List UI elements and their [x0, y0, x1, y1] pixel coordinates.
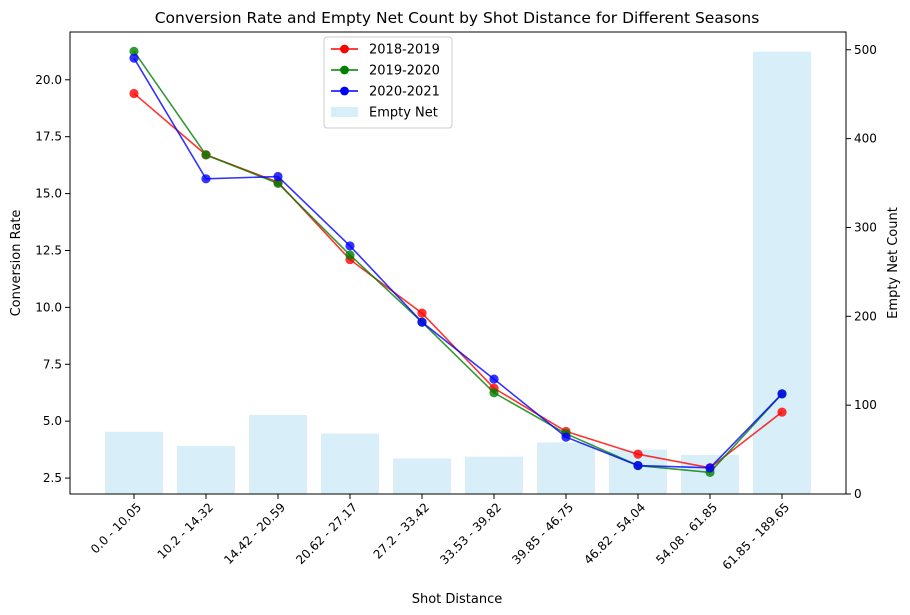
empty-net-bar	[177, 446, 235, 494]
y-right-tick-label: 400	[854, 132, 877, 146]
series-point	[705, 463, 715, 473]
y-axis-left-label: Conversion Rate	[9, 210, 24, 317]
legend-marker	[340, 86, 349, 96]
series-point	[777, 389, 787, 399]
y-left-tick-label: 7.5	[43, 357, 62, 371]
y-left-tick-label: 20.0	[35, 73, 62, 87]
legend-frame	[323, 36, 453, 129]
plot-frame	[69, 31, 847, 495]
y-left-tick-label: 15.0	[35, 187, 62, 201]
legend-bar-swatch	[331, 107, 358, 117]
series-point	[201, 150, 211, 160]
y-right-tick-label: 300	[854, 220, 877, 234]
empty-net-bar	[465, 456, 523, 494]
legend: 2018-2019 2019-2020 2020-2021 Empty Net	[323, 36, 453, 129]
series-point	[345, 241, 355, 251]
series-point	[273, 178, 283, 188]
series-point	[417, 317, 427, 327]
legend-label: 2020-2021	[369, 85, 440, 100]
series-point	[489, 374, 499, 384]
y-left-tick-label: 12.5	[35, 243, 62, 257]
lines-layer	[129, 46, 787, 477]
legend-marker	[340, 44, 349, 54]
y-axis-right-label: Empty Net Count	[886, 207, 901, 319]
empty-net-bar	[393, 458, 451, 494]
series-line	[133, 57, 783, 469]
series-point	[129, 46, 139, 56]
chart-title: Conversion Rate and Empty Net Count by S…	[155, 9, 760, 27]
legend-label: 2018-2019	[369, 43, 440, 58]
series-line	[133, 50, 783, 474]
series-point	[345, 250, 355, 260]
empty-net-bar	[537, 442, 595, 494]
y-left-tick-label: 17.5	[35, 130, 62, 144]
y-right-tick-label: 0	[854, 487, 862, 501]
empty-net-bar	[753, 51, 811, 495]
bars-layer	[105, 51, 811, 495]
legend-label: Empty Net	[369, 106, 438, 121]
series-point	[489, 388, 499, 398]
series-point	[273, 171, 283, 182]
empty-net-bar	[249, 414, 307, 494]
series-point	[561, 432, 571, 442]
empty-net-bar	[321, 433, 379, 494]
y-left-tick-label: 10.0	[35, 300, 62, 314]
series-point	[777, 407, 787, 417]
series-point	[129, 88, 139, 99]
empty-net-bar	[105, 431, 163, 494]
series-point	[417, 308, 427, 318]
y-left-tick-label: 2.5	[43, 471, 62, 485]
legend-label: 2019-2020	[369, 64, 440, 79]
y-right-tick-label: 500	[854, 43, 877, 57]
y-left-tick-label: 5.0	[43, 414, 62, 428]
series-point	[129, 53, 139, 63]
series-point	[633, 449, 643, 459]
x-axis-label: Shot Distance	[412, 592, 503, 607]
legend-marker	[340, 65, 349, 75]
y-right-tick-label: 200	[854, 309, 877, 323]
y-right-tick-label: 100	[854, 398, 877, 412]
series-point	[633, 460, 643, 471]
series-point	[201, 174, 211, 184]
